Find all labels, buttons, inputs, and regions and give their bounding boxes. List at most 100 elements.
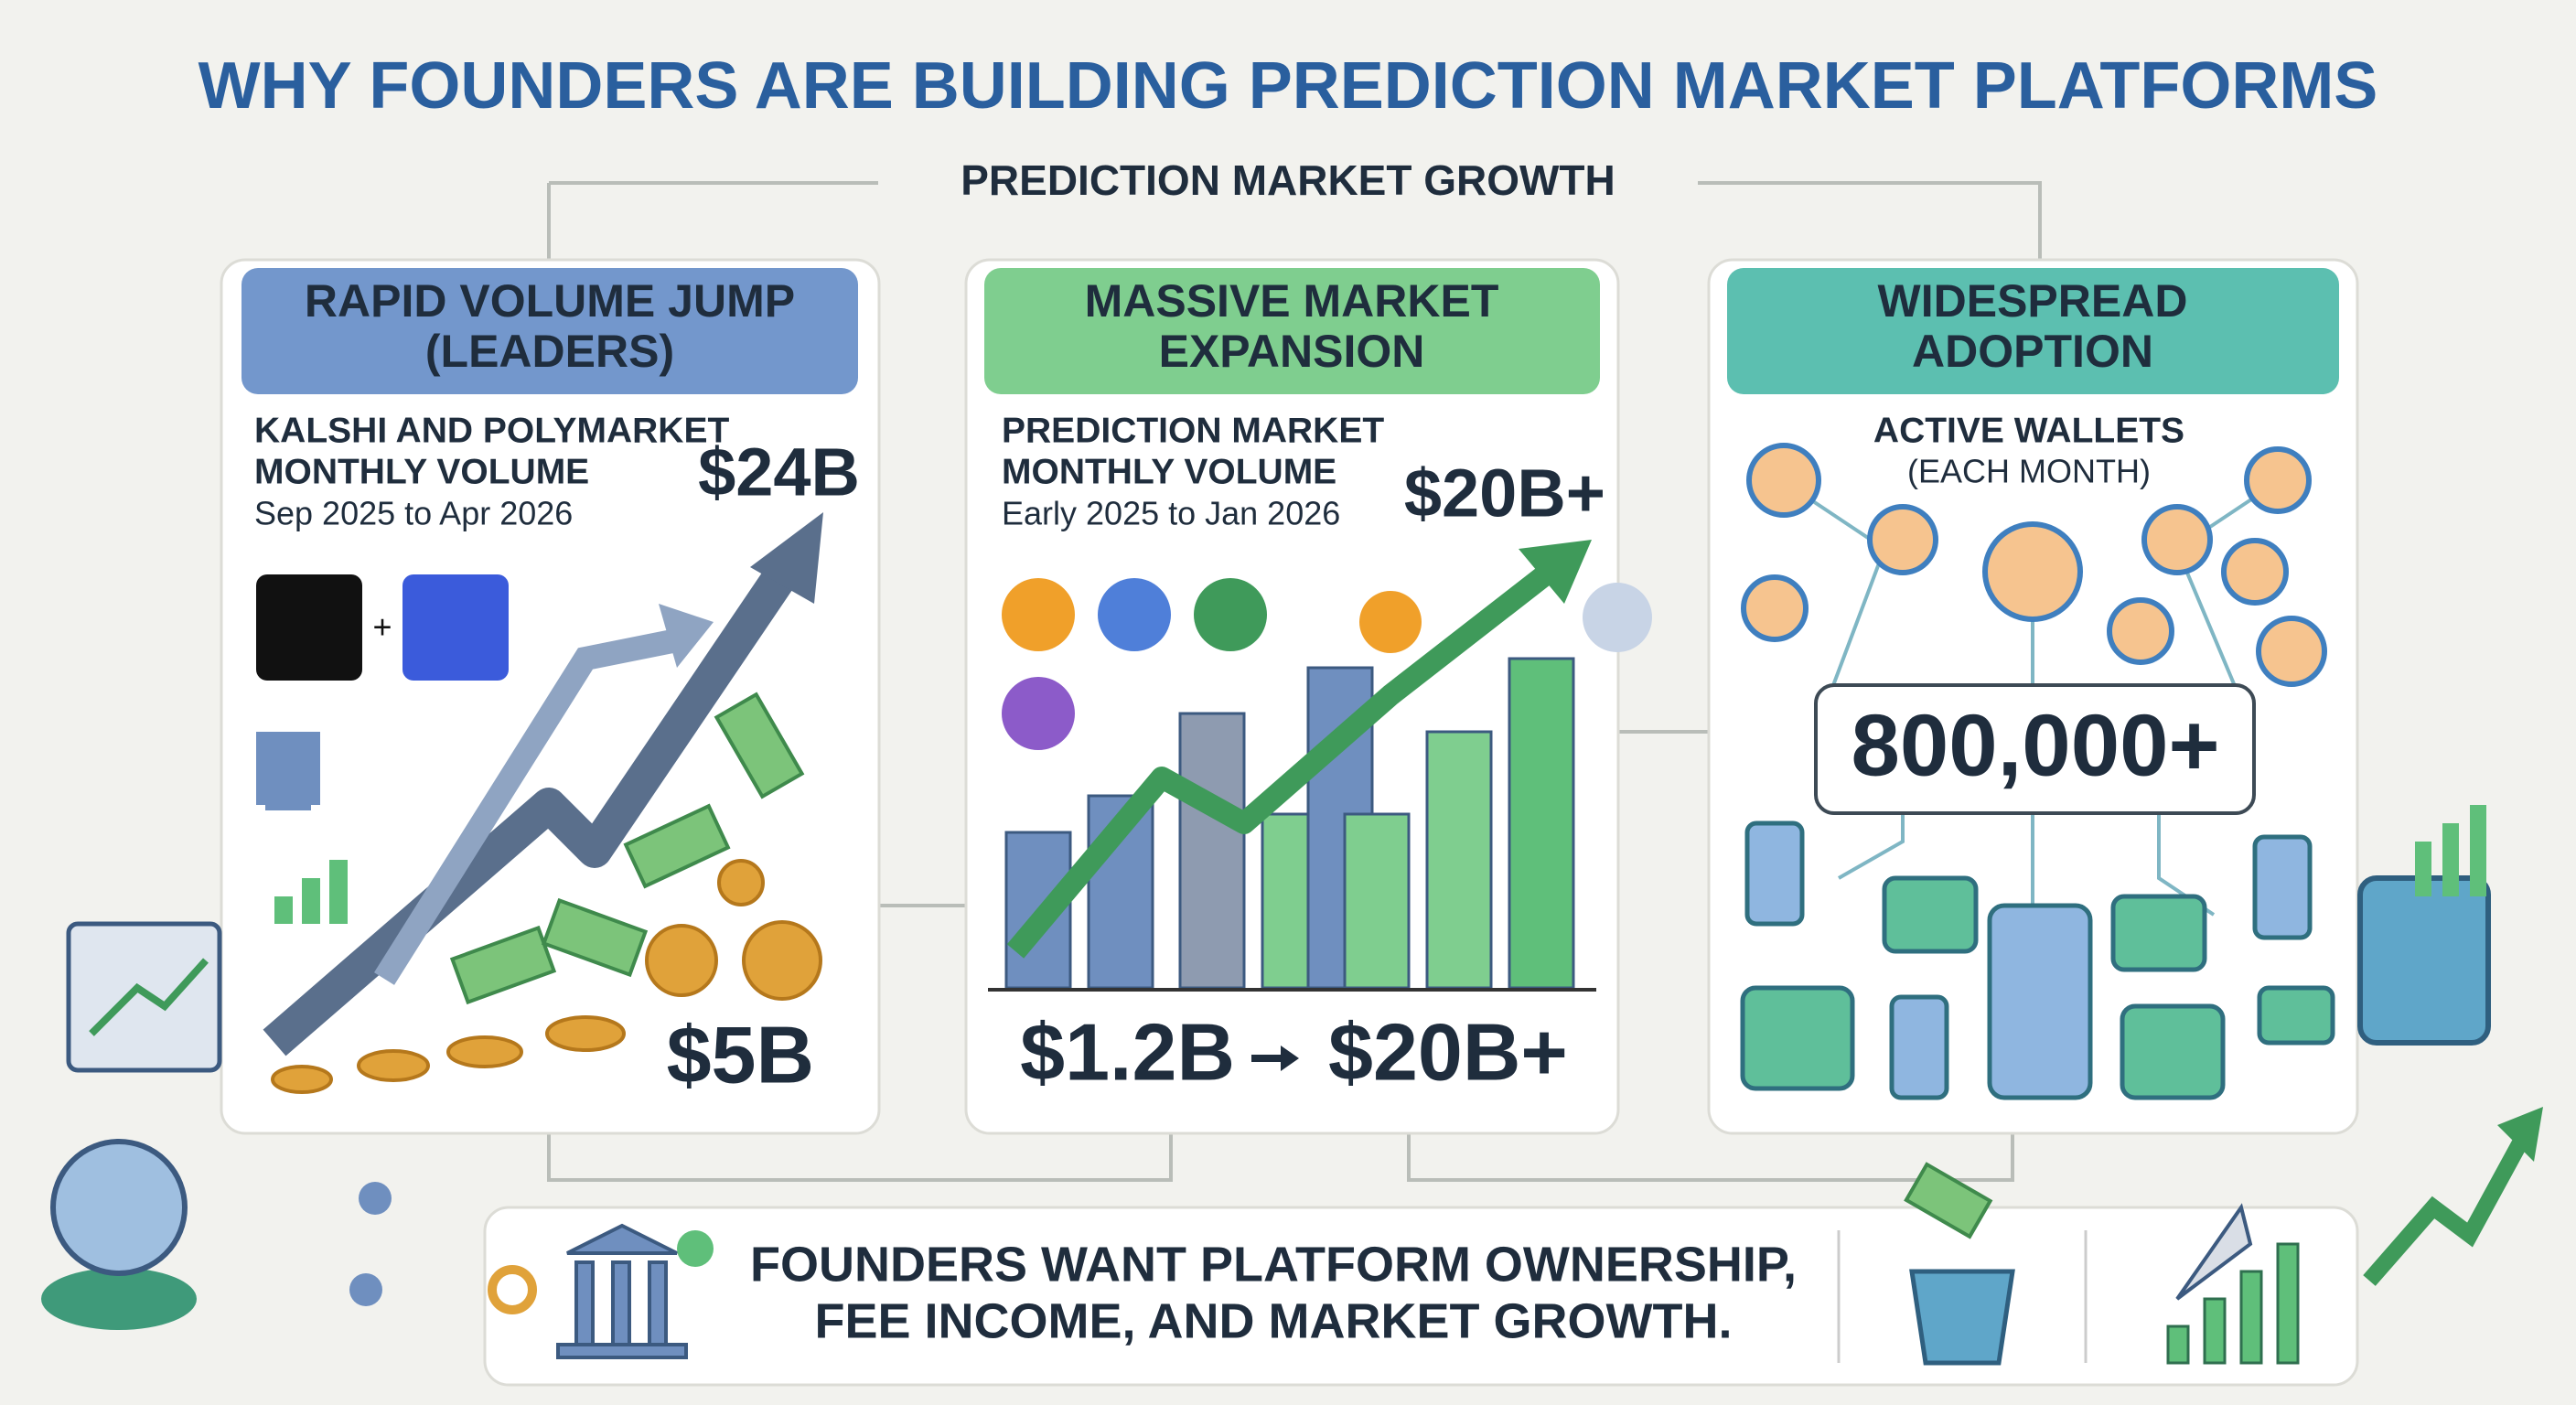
card-volume-leaders: + [220, 258, 881, 1135]
decoration [648, 1260, 668, 1346]
decoration [1194, 578, 1267, 651]
decoration [274, 896, 293, 924]
decoration [2110, 894, 2207, 972]
decoration [242, 268, 858, 394]
subtitle-backdrop [878, 154, 1698, 214]
decoration [556, 1343, 688, 1359]
decoration [984, 268, 1600, 394]
decoration [2497, 1107, 2543, 1162]
decoration [50, 1139, 188, 1276]
decoration [1098, 578, 1171, 651]
decoration [271, 1065, 333, 1094]
decoration [1004, 657, 1575, 990]
decoration [677, 1230, 714, 1267]
range-arrow [1251, 1046, 1299, 1071]
decoration [1741, 574, 1809, 642]
decoration [446, 1035, 523, 1068]
decoration [2239, 1270, 2263, 1365]
card-header: (LEADERS) [425, 326, 674, 377]
decoration [1889, 994, 1949, 1100]
decoration [1740, 985, 1855, 1091]
decoration [359, 1182, 392, 1215]
decoration [2221, 538, 2289, 606]
card-label: MONTHLY VOLUME [1002, 452, 1336, 491]
decoration [66, 921, 222, 1073]
card-label: MONTHLY VOLUME [254, 452, 589, 491]
decoration [1343, 812, 1411, 990]
decoration [2141, 504, 2213, 575]
decoration [1904, 1162, 1993, 1239]
decoration [1006, 558, 1562, 959]
decoration [574, 1260, 595, 1346]
decoration [2257, 985, 2335, 1046]
decoration [271, 859, 822, 1094]
decoration [488, 1265, 537, 1314]
decoration [1508, 657, 1575, 990]
decoration [2166, 1242, 2300, 1365]
decoration [1002, 677, 1075, 750]
decoration [265, 805, 311, 810]
footer-text: FEE INCOME, AND MARKET GROWTH. [815, 1293, 1733, 1348]
decoration [714, 692, 805, 799]
decoration [750, 512, 823, 604]
decoration [449, 925, 557, 1005]
decoration [274, 860, 348, 924]
decoration [373, 628, 680, 985]
decoration [611, 1260, 631, 1346]
decoration [483, 1206, 2359, 1387]
range-to: $20B+ [1328, 1006, 1568, 1097]
decoration: + [372, 608, 392, 646]
decoration [2175, 1203, 2253, 1301]
decoration [256, 574, 362, 681]
decoration [1987, 903, 2093, 1100]
decoration [2415, 842, 2431, 896]
title: WHY FOUNDERS ARE BUILDING PREDICTION MAR… [199, 49, 2378, 123]
decoration [2363, 1130, 2532, 1286]
decoration [645, 924, 718, 997]
decoration [1002, 578, 1075, 651]
decoration [449, 692, 805, 1005]
decoration [717, 859, 765, 906]
card-market-expansion [964, 258, 1652, 1135]
decoration [256, 732, 320, 810]
decoration [556, 1260, 688, 1359]
decoration [2415, 805, 2486, 896]
wallet-count: 800,000+ [1851, 696, 2219, 794]
decoration [1982, 521, 2083, 622]
side-decorations [41, 805, 2543, 1330]
decoration [1178, 712, 1246, 990]
decoration [2107, 597, 2174, 665]
decoration [1746, 443, 1821, 518]
card-label: PREDICTION MARKET [1002, 411, 1384, 450]
footer-banner [483, 1162, 2359, 1387]
decoration [1744, 820, 1805, 927]
decoration [566, 1223, 678, 1255]
decoration [742, 920, 822, 1001]
decoration [1359, 591, 1422, 653]
card-header: MASSIVE MARKET [1085, 275, 1499, 327]
decoration [302, 878, 320, 924]
decoration [2470, 805, 2486, 896]
decoration [623, 803, 731, 889]
decoration [89, 958, 209, 1036]
decoration [357, 1049, 430, 1082]
decoration [1425, 730, 1493, 990]
peak-value: $20B+ [1404, 456, 1605, 531]
decoration [659, 604, 714, 668]
range-from: $1.2B [1020, 1006, 1235, 1097]
decoration [547, 1133, 1173, 1182]
decoration [2203, 1297, 2227, 1365]
decoration [1741, 443, 2327, 687]
decoration [349, 1273, 382, 1306]
decoration [541, 897, 649, 978]
card-period: Early 2025 to Jan 2026 [1002, 495, 1340, 532]
decoration [1583, 583, 1652, 652]
end-value: $24B [698, 434, 860, 510]
decoration [2244, 446, 2312, 514]
decoration [1814, 683, 2256, 815]
card-label: KALSHI AND POLYMARKET [254, 411, 729, 450]
start-value: $5B [667, 1009, 814, 1099]
decoration [2256, 616, 2327, 687]
decoration [1867, 504, 1938, 575]
